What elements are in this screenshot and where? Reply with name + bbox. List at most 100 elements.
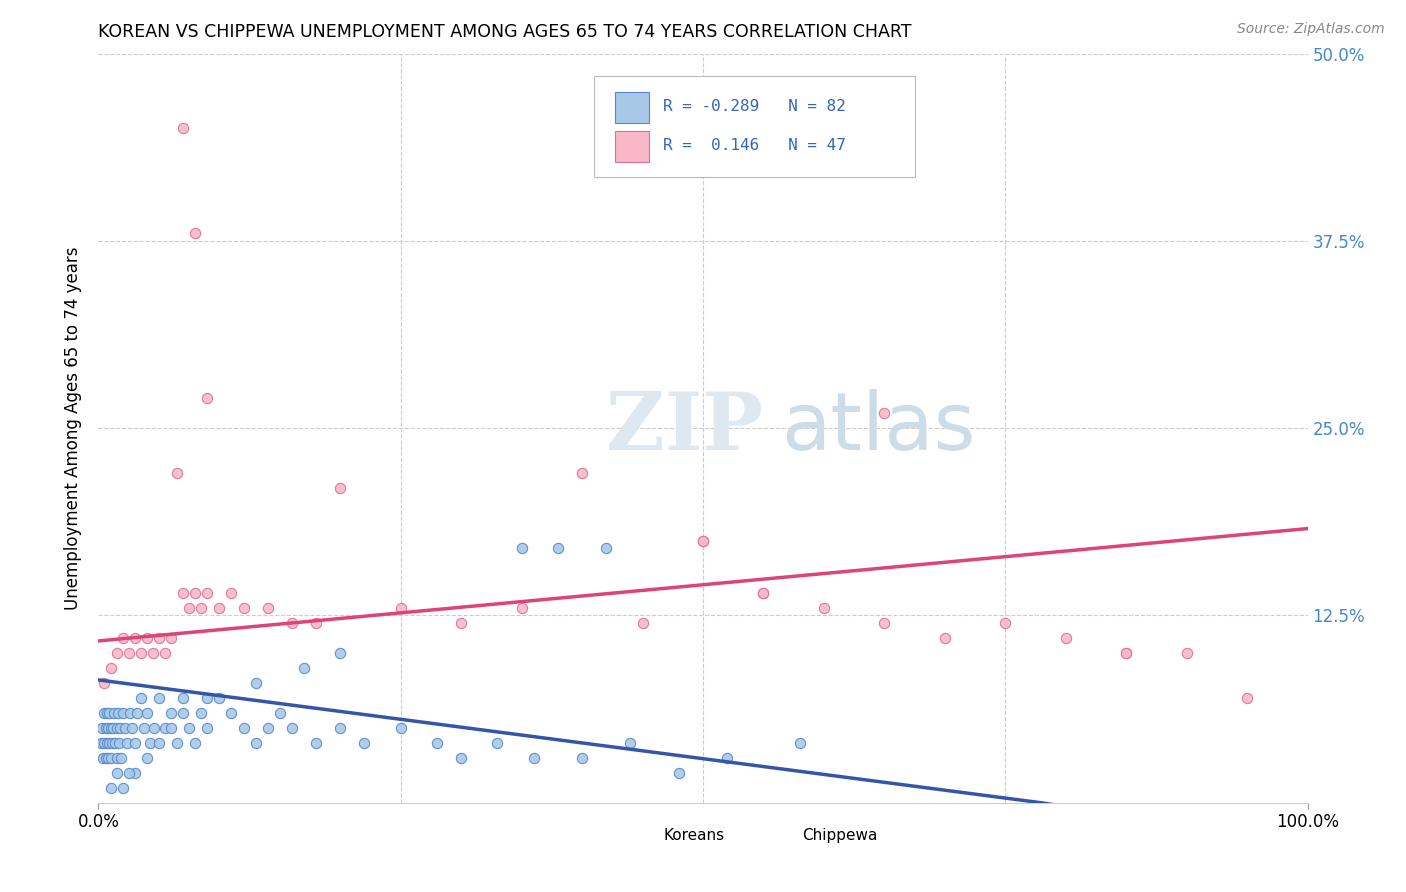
Point — [486, 736, 509, 750]
Point — [256, 601, 278, 615]
Point — [129, 690, 152, 705]
Point — [195, 586, 218, 600]
Point — [789, 736, 811, 750]
Point — [873, 615, 896, 630]
Point — [108, 721, 131, 735]
Point — [1054, 631, 1077, 645]
Point — [103, 706, 125, 720]
Point — [716, 751, 738, 765]
Point — [619, 736, 641, 750]
Point — [148, 631, 170, 645]
Point — [172, 706, 194, 720]
Point — [184, 736, 207, 750]
Point — [281, 721, 304, 735]
Point — [1175, 646, 1198, 660]
Bar — [614, 131, 648, 162]
Point — [329, 646, 352, 660]
Point — [93, 736, 115, 750]
Point — [752, 586, 775, 600]
Point — [100, 661, 122, 675]
Point — [100, 780, 122, 795]
Point — [184, 586, 207, 600]
Point — [221, 706, 243, 720]
Point — [245, 676, 267, 690]
Point — [100, 721, 122, 735]
Bar — [614, 92, 648, 123]
Y-axis label: Unemployment Among Ages 65 to 74 years: Unemployment Among Ages 65 to 74 years — [65, 246, 83, 610]
Point — [172, 690, 194, 705]
Point — [111, 706, 134, 720]
Point — [91, 721, 114, 735]
Point — [93, 676, 115, 690]
Point — [353, 736, 375, 750]
Point — [813, 601, 835, 615]
Bar — [763, 824, 794, 847]
Point — [389, 601, 412, 615]
Point — [523, 751, 546, 765]
Point — [571, 466, 593, 480]
Point — [873, 406, 896, 420]
Point — [100, 736, 122, 750]
Point — [110, 751, 132, 765]
Point — [752, 586, 775, 600]
Text: Chippewa: Chippewa — [803, 828, 877, 843]
Point — [195, 721, 218, 735]
Point — [148, 736, 170, 750]
Point — [98, 736, 121, 750]
Point — [1236, 690, 1258, 705]
Point — [107, 706, 129, 720]
Text: atlas: atlas — [782, 389, 976, 467]
Point — [166, 736, 188, 750]
Text: R =  0.146   N = 47: R = 0.146 N = 47 — [664, 138, 846, 153]
Point — [129, 646, 152, 660]
Point — [1115, 646, 1137, 660]
Point — [118, 765, 141, 780]
Point — [160, 706, 183, 720]
Point — [124, 736, 146, 750]
Point — [668, 765, 690, 780]
Point — [571, 751, 593, 765]
Point — [94, 751, 117, 765]
Point — [305, 736, 328, 750]
Point — [153, 646, 176, 660]
Point — [153, 721, 176, 735]
Point — [118, 646, 141, 660]
Point — [179, 721, 201, 735]
Point — [208, 601, 231, 615]
Point — [329, 481, 352, 495]
Point — [510, 541, 533, 555]
Point — [190, 706, 212, 720]
Point — [232, 721, 254, 735]
Point — [160, 721, 183, 735]
Point — [93, 706, 115, 720]
Point — [139, 736, 162, 750]
Point — [90, 736, 112, 750]
Point — [127, 706, 149, 720]
Point — [98, 706, 121, 720]
Point — [94, 721, 117, 735]
Point — [124, 765, 146, 780]
Point — [143, 721, 166, 735]
Point — [195, 690, 218, 705]
Point — [105, 646, 128, 660]
Point — [1115, 646, 1137, 660]
Point — [135, 751, 157, 765]
FancyBboxPatch shape — [595, 76, 915, 178]
Point — [450, 751, 472, 765]
Point — [108, 736, 131, 750]
Point — [111, 631, 134, 645]
Point — [426, 736, 449, 750]
Point — [96, 706, 118, 720]
Point — [172, 586, 194, 600]
Point — [166, 466, 188, 480]
Point — [450, 615, 472, 630]
Point — [179, 601, 201, 615]
Point — [292, 661, 315, 675]
Point — [104, 736, 127, 750]
Point — [100, 751, 122, 765]
Point — [190, 601, 212, 615]
Point — [97, 751, 120, 765]
Point — [256, 721, 278, 735]
Point — [97, 721, 120, 735]
Point — [692, 533, 714, 548]
